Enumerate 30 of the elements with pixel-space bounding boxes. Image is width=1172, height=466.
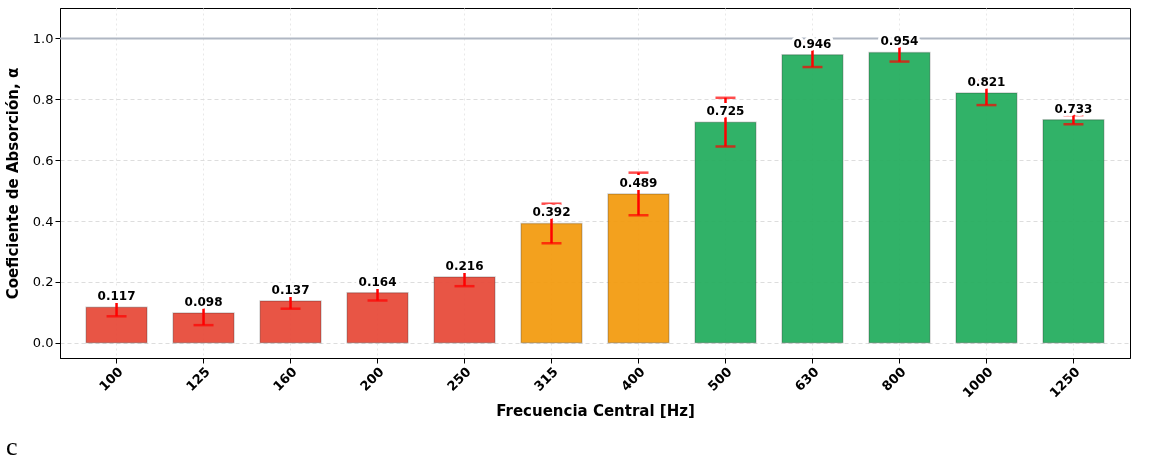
- x-axis-title: Frecuencia Central [Hz]: [496, 402, 695, 421]
- data-label: 0.098: [184, 294, 223, 309]
- data-label: 0.821: [967, 74, 1006, 89]
- bar: [346, 292, 409, 344]
- y-axis-title: Coeficiente de Absorción, α: [3, 67, 22, 300]
- bar: [694, 121, 757, 344]
- y-tick-label: 0.6: [32, 152, 54, 168]
- data-label: 0.164: [358, 274, 397, 289]
- bar: [85, 306, 148, 344]
- bar: [868, 51, 931, 344]
- bar: [433, 276, 496, 344]
- bar: [172, 312, 235, 344]
- y-tick-label: 0.2: [32, 274, 54, 290]
- y-tick-label: 1.0: [32, 30, 54, 46]
- bar: [1042, 118, 1105, 344]
- data-label: 0.216: [445, 259, 484, 274]
- bar: [259, 300, 322, 344]
- data-label: 0.117: [97, 289, 136, 304]
- data-label: 0.954: [880, 34, 919, 49]
- y-tick-label: 0.4: [32, 213, 54, 229]
- text: c: [6, 432, 18, 462]
- bar: [781, 54, 844, 344]
- bar: [955, 92, 1018, 344]
- bar: [520, 222, 583, 344]
- y-tick-label: 0.8: [32, 91, 54, 107]
- bar: [607, 193, 670, 344]
- data-label: 0.137: [271, 283, 310, 298]
- y-tick-label: 0.0: [32, 335, 54, 351]
- data-label: 0.733: [1054, 101, 1093, 116]
- data-label: 0.946: [793, 36, 832, 51]
